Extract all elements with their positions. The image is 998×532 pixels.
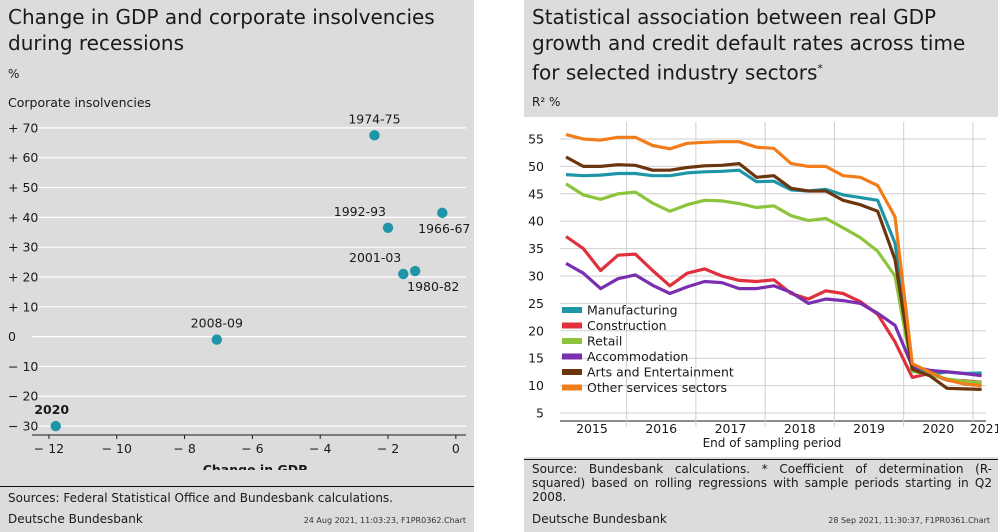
line-chart-y-tick-label: 45 (528, 186, 544, 201)
line-chart-y-tick-label: 35 (528, 241, 544, 256)
line-series-retail (565, 182, 982, 385)
right-source-line-3: 2008. (532, 490, 567, 504)
left-footer-divider (0, 486, 474, 487)
left-chart-panel: Change in GDP and corporate insolvencies… (0, 0, 474, 532)
right-unit-label: R² % (532, 95, 561, 109)
scatter-point-label: 1980-82 (407, 279, 459, 294)
line-chart-x-tick-label: 2016 (645, 421, 677, 436)
scatter-y-tick-label: + 40 (8, 210, 38, 225)
scatter-point-label: 1966-67 (418, 221, 470, 236)
legend-swatch (562, 369, 582, 375)
scatter-point (437, 207, 448, 219)
scatter-x-tick-label: − 10 (102, 441, 132, 456)
line-chart-y-tick-label: 40 (528, 214, 544, 229)
legend-swatch (562, 384, 582, 391)
scatter-point (382, 222, 394, 233)
scatter-chart: Corporate insolvencies + 70 + 60 + 50 + 40 +… (8, 95, 470, 470)
left-source-note: Sources: Federal Statistical Office and … (8, 491, 393, 505)
scatter-x-tick-label: − 4 (309, 441, 331, 456)
line-chart-y-tick-label: 15 (528, 351, 544, 366)
right-source-note: Source: Bundesbank calculations. * Coeff… (532, 462, 992, 504)
scatter-x-axis-label: Change in GDP (203, 462, 308, 470)
line-series-construction (565, 235, 982, 384)
line-chart-x-tick-label: 2018 (784, 421, 816, 436)
line-chart-y-tick-label: 30 (528, 268, 544, 283)
legend-label: Construction (587, 318, 667, 333)
scatter-y-tick-label: 0 (8, 329, 16, 344)
scatter-x-tick-label: − 6 (241, 441, 263, 456)
scatter-x-tick-label: 0 (452, 441, 460, 456)
line-chart-y-tick-label: 25 (528, 296, 544, 311)
line-chart-y-tick-label: 10 (528, 378, 544, 393)
left-title-line-2: during recessions (8, 31, 184, 55)
legend-label: Other services sectors (587, 380, 727, 395)
scatter-x-tick-label: − 12 (34, 441, 64, 456)
line-chart-x-tick-label: 2015 (576, 421, 608, 436)
legend-swatch (562, 307, 582, 313)
line-chart-y-tick-label: 5 (536, 406, 544, 421)
scatter-x-tick-label: − 2 (377, 441, 399, 456)
scatter-point (211, 334, 222, 345)
right-title-line-2: growth and credit default rates across t… (532, 31, 966, 55)
scatter-point-label: 2001-03 (349, 250, 401, 265)
legend-label: Manufacturing (587, 303, 678, 318)
scatter-y-tick-label: + 20 (8, 269, 38, 284)
scatter-y-tick-label: + 70 (8, 120, 38, 135)
scatter-x-tick-label: − 8 (173, 441, 195, 456)
scatter-point-label: 2020 (34, 402, 69, 417)
scatter-y-tick-label: + 10 (8, 299, 38, 314)
line-chart-x-tick-label: 2019 (853, 421, 885, 436)
scatter-point-label: 1992-93 (334, 204, 386, 219)
line-chart-x-tick-label: 2021 (970, 421, 998, 436)
right-footer-divider (524, 459, 998, 460)
scatter-y-axis-label: Corporate insolvencies (8, 95, 151, 110)
scatter-point (409, 265, 421, 277)
legend-label: Retail (587, 334, 622, 349)
scatter-y-tick-label: + 30 (8, 240, 38, 255)
scatter-point (50, 420, 61, 432)
line-series-other-services-sectors (565, 133, 982, 388)
line-series-arts-and-entertainment (565, 155, 982, 391)
scatter-point-label: 2008-09 (191, 316, 243, 331)
right-timestamp: 28 Sep 2021, 11:30:37, F1PR0361.Chart (828, 516, 990, 525)
right-publisher: Deutsche Bundesbank (532, 512, 667, 526)
line-chart-x-tick-label: 2020 (922, 421, 954, 436)
right-title-footnote-mark: * (817, 62, 823, 75)
right-title-line-3: for selected industry sectors (532, 60, 818, 85)
scatter-y-tick-label: + 60 (8, 150, 38, 165)
left-timestamp: 24 Aug 2021, 11:03:23, F1PR0362.Chart (303, 516, 466, 525)
left-unit-label: % (8, 67, 20, 81)
right-title-line-1: Statistical association between real GDP (532, 5, 937, 29)
right-source-line-2: squared) based on rolling regressions wi… (532, 476, 992, 490)
left-publisher: Deutsche Bundesbank (8, 512, 143, 526)
right-source-line-1: Source: Bundesbank calculations. * Coeff… (532, 462, 992, 476)
legend-swatch (562, 338, 582, 344)
scatter-y-tick-label: − 30 (8, 419, 38, 434)
legend-swatch (562, 322, 582, 329)
legend-label: Arts and Entertainment (587, 365, 734, 380)
line-chart-x-tick-label: 2017 (715, 421, 747, 436)
legend-swatch (562, 353, 582, 360)
line-chart-y-tick-label: 20 (528, 323, 544, 338)
scatter-y-tick-label: + 50 (8, 180, 38, 195)
right-chart-title: Statistical association between real GDP… (532, 4, 992, 86)
left-chart-title: Change in GDP and corporate insolvencies… (8, 4, 468, 56)
scatter-y-tick-label: − 10 (8, 359, 38, 374)
line-chart-y-tick-label: 50 (528, 159, 544, 174)
scatter-point (369, 130, 380, 141)
scatter-y-tick-label: − 20 (8, 389, 38, 404)
legend-label: Accommodation (587, 349, 688, 364)
scatter-point-label: 1974-75 (348, 111, 400, 126)
line-chart-y-tick-label: 55 (528, 131, 544, 146)
right-chart-panel: Statistical association between real GDP… (524, 0, 998, 532)
scatter-point (398, 268, 409, 280)
left-title-line-1: Change in GDP and corporate insolvencies (8, 5, 435, 29)
line-chart-x-axis-label: End of sampling period (703, 436, 842, 450)
